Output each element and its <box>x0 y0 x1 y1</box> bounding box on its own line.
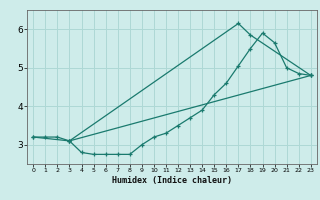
X-axis label: Humidex (Indice chaleur): Humidex (Indice chaleur) <box>112 176 232 185</box>
